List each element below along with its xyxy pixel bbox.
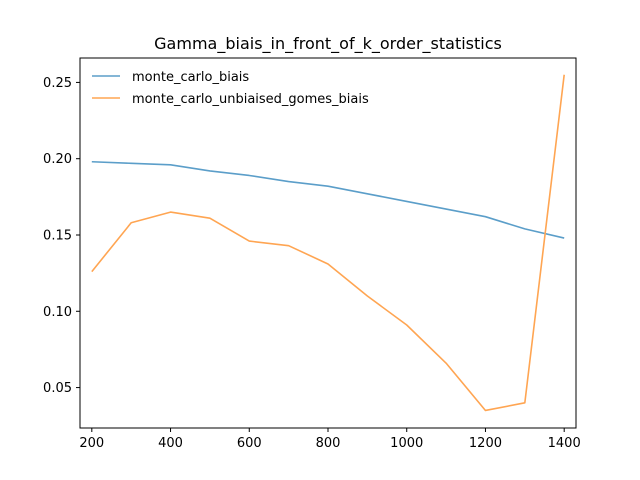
x-tick-label: 200 [79, 436, 104, 451]
x-tick-label: 1400 [548, 436, 581, 451]
chart-title: Gamma_biais_in_front_of_k_order_statisti… [154, 34, 502, 54]
y-axis: 0.05 0.10 0.15 0.20 0.25 [43, 76, 80, 396]
x-tick-label: 600 [237, 436, 262, 451]
x-tick-label: 1200 [469, 436, 502, 451]
y-tick-label: 0.20 [43, 152, 72, 167]
x-tick-label: 800 [316, 436, 341, 451]
legend: monte_carlo_biais monte_carlo_unbiaised_g… [92, 70, 369, 107]
series-line-2 [91, 74, 565, 412]
series-line-1 [91, 160, 565, 239]
y-tick-label: 0.25 [43, 76, 72, 91]
series-layer [91, 74, 565, 412]
y-tick-label: 0.15 [43, 228, 72, 243]
y-tick-label: 0.10 [43, 305, 72, 320]
x-tick-label: 400 [158, 436, 183, 451]
x-tick-label: 1000 [390, 436, 423, 451]
legend-label-2: monte_carlo_unbiaised_gomes_biais [132, 92, 369, 107]
x-axis: 200 400 600 800 1000 1200 1400 [79, 428, 581, 451]
legend-label-1: monte_carlo_biais [132, 70, 249, 85]
y-tick-label: 0.05 [43, 381, 72, 396]
